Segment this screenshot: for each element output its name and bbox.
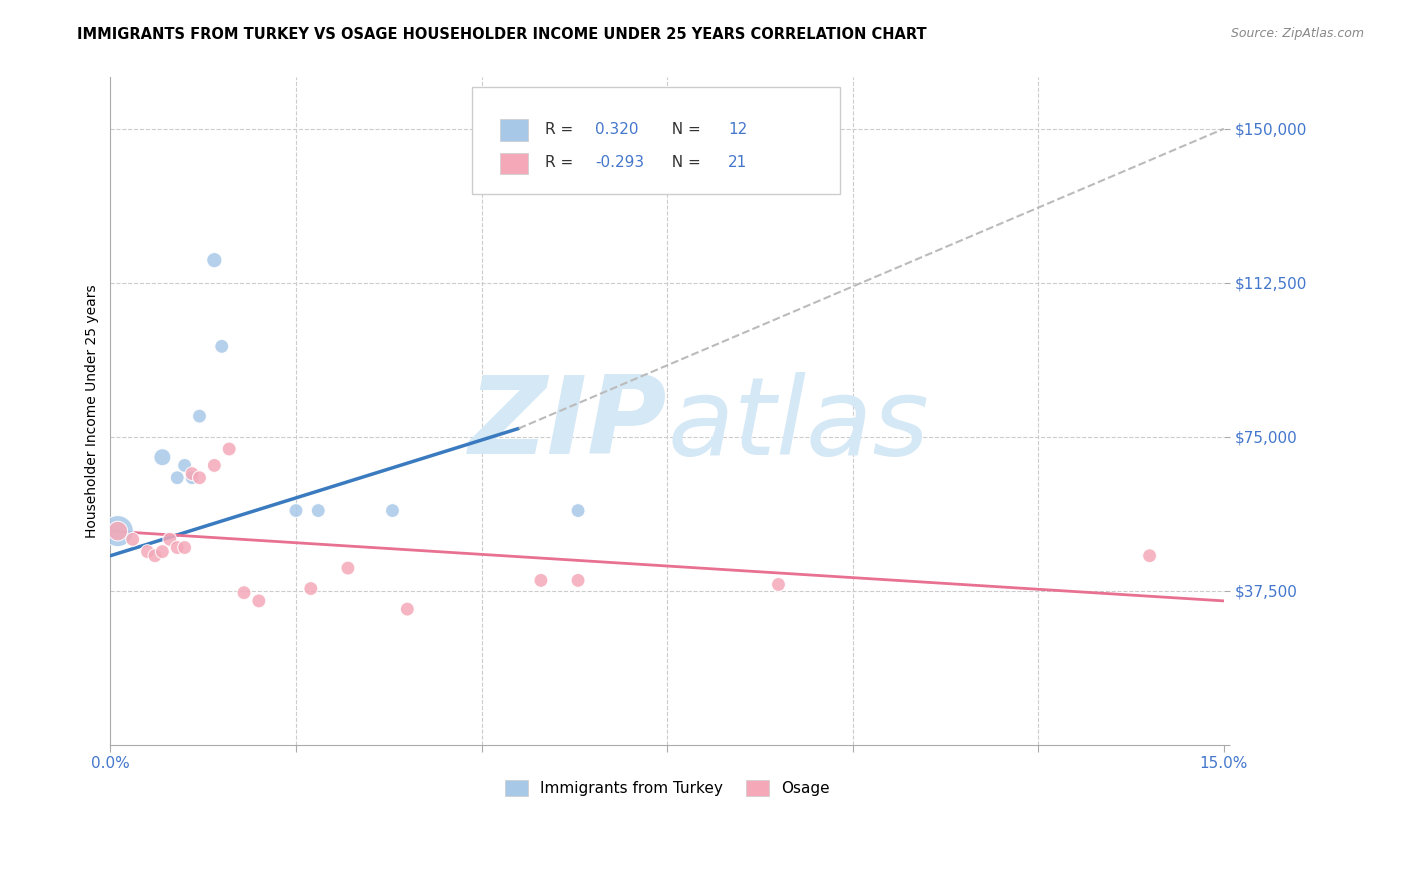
Text: N =: N = xyxy=(662,155,706,170)
Text: -0.293: -0.293 xyxy=(595,155,644,170)
Point xyxy=(181,471,204,485)
Point xyxy=(768,577,790,591)
FancyBboxPatch shape xyxy=(501,120,527,141)
Text: R =: R = xyxy=(544,122,578,137)
Point xyxy=(166,541,188,555)
Point xyxy=(218,442,240,456)
Point xyxy=(173,458,195,473)
Point xyxy=(285,503,308,517)
Point xyxy=(247,594,270,608)
Point xyxy=(202,458,225,473)
Point xyxy=(107,524,129,538)
Point xyxy=(1139,549,1161,563)
Point xyxy=(121,533,143,547)
Legend: Immigrants from Turkey, Osage: Immigrants from Turkey, Osage xyxy=(498,772,837,804)
FancyBboxPatch shape xyxy=(501,153,527,174)
Point xyxy=(530,574,553,588)
Point xyxy=(181,467,204,481)
Point xyxy=(143,549,166,563)
Text: Source: ZipAtlas.com: Source: ZipAtlas.com xyxy=(1230,27,1364,40)
Point xyxy=(307,503,329,517)
Text: ZIP: ZIP xyxy=(468,371,666,477)
Point xyxy=(211,339,233,353)
Text: 12: 12 xyxy=(728,122,748,137)
Point xyxy=(159,533,181,547)
Text: R =: R = xyxy=(544,155,578,170)
Text: atlas: atlas xyxy=(666,372,929,477)
Point xyxy=(336,561,359,575)
Point xyxy=(233,585,256,599)
Point xyxy=(107,524,129,538)
Point xyxy=(202,253,225,268)
FancyBboxPatch shape xyxy=(472,87,839,194)
Text: 21: 21 xyxy=(728,155,748,170)
Text: N =: N = xyxy=(662,122,706,137)
Text: 0.320: 0.320 xyxy=(595,122,638,137)
Text: IMMIGRANTS FROM TURKEY VS OSAGE HOUSEHOLDER INCOME UNDER 25 YEARS CORRELATION CH: IMMIGRANTS FROM TURKEY VS OSAGE HOUSEHOL… xyxy=(77,27,927,42)
Point xyxy=(166,471,188,485)
Point xyxy=(396,602,419,616)
Point xyxy=(173,541,195,555)
Point xyxy=(188,409,211,424)
Point xyxy=(381,503,404,517)
Point xyxy=(567,574,589,588)
Point xyxy=(136,544,159,558)
Point xyxy=(150,544,173,558)
Point xyxy=(150,450,173,465)
Point xyxy=(188,471,211,485)
Point xyxy=(299,582,322,596)
Y-axis label: Householder Income Under 25 years: Householder Income Under 25 years xyxy=(86,285,100,538)
Point xyxy=(567,503,589,517)
